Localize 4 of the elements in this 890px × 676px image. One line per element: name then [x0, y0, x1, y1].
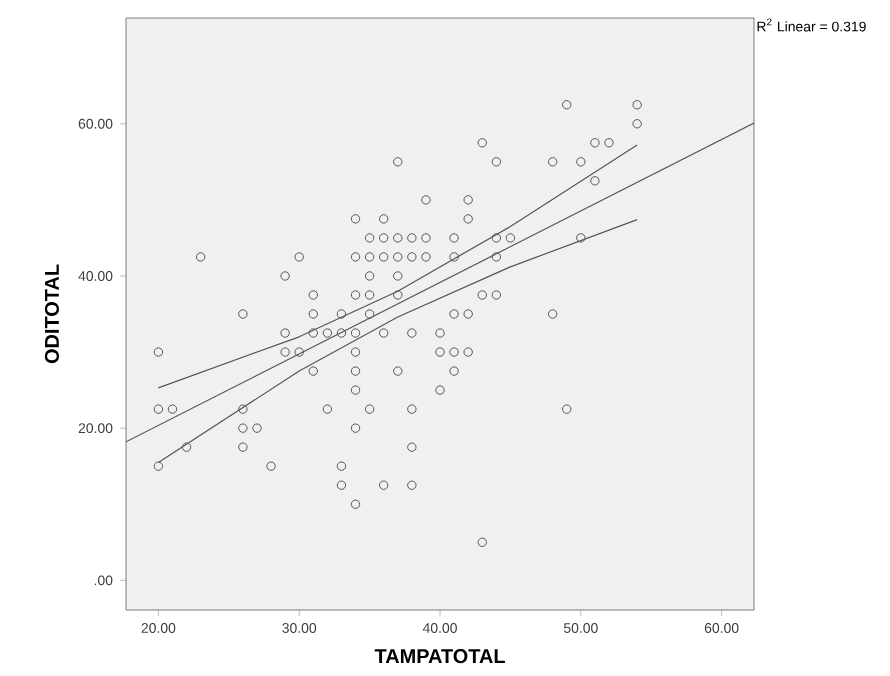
- y-axis-title: ODITOTAL: [44, 264, 59, 364]
- x-axis-title: TAMPATOTAL: [374, 649, 505, 664]
- line-series: [157, 219, 638, 463]
- line-series: [157, 144, 638, 389]
